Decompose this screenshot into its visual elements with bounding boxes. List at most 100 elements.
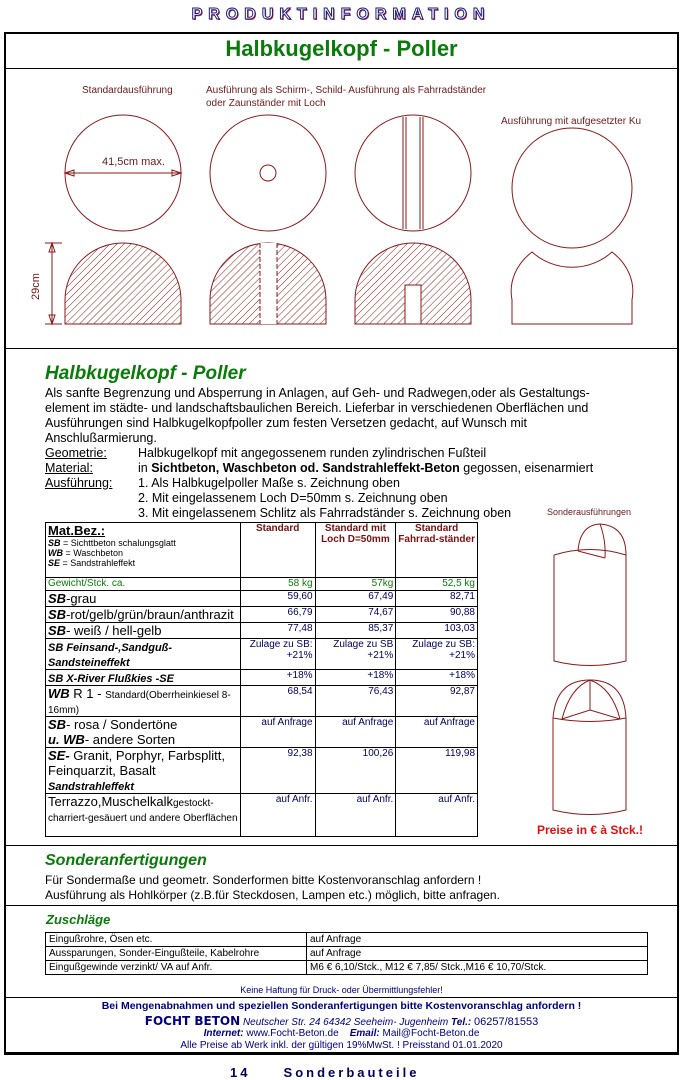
material-pre: in <box>138 461 152 475</box>
row-label: SB- rosa / Sondertöne u. WB- andere Sorte… <box>45 716 241 748</box>
address: Neutscher Str. 24 64342 Seeheim- Jugenhe… <box>242 1017 449 1028</box>
sonderanfertigungen-line: Für Sondermaße und geometr. Sonderformen… <box>45 873 482 887</box>
label-standard: Standardausführung <box>82 85 173 96</box>
disclaimer: Keine Haftung für Druck- oder Übermittlu… <box>240 985 443 995</box>
table-row: SB- rosa / Sondertöne u. WB- andere Sorte… <box>45 716 478 748</box>
price-cell: auf Anfrage <box>239 716 316 748</box>
email-label: Email: <box>349 1028 380 1039</box>
price-cell: 119,98 <box>395 747 478 794</box>
page-number: 14 <box>230 1065 251 1080</box>
legend-title: Mat.Bez.: <box>48 523 106 538</box>
page-kicker: PRODUKTINFORMATION <box>191 6 491 24</box>
row-label: SB Feinsand-,Sandguß-Sandsteineffekt <box>45 638 241 670</box>
row-label: Terrazzo,Muschelkalkgestockt-charriert-g… <box>45 793 241 837</box>
zuschlaege-table: Eingußrohre, Ösen etc. auf Anfrage Ausspa… <box>45 932 648 975</box>
tel-label: Tel.: <box>451 1017 472 1028</box>
ausfuehrung-item: 2. Mit eingelassenem Loch D=50mm s. Zeic… <box>138 491 448 505</box>
ausfuehrung-item: 3. Mit eingelassenem Schlitz als Fahrrad… <box>138 506 512 520</box>
material-post: gegossen, eisenarmiert <box>459 461 594 475</box>
hole <box>259 164 277 182</box>
cell: Aussparungen, Sonder-Eingußteile, Kabelr… <box>45 946 307 961</box>
sonderanfertigungen-title: Sonderanfertigungen <box>45 852 207 869</box>
legend-item: SE = Sandstrahleffekt <box>48 558 136 568</box>
technical-drawing <box>45 114 634 326</box>
legend-item: SB = Sichttbeton schalungsglatt <box>48 538 176 548</box>
page-frame <box>4 32 679 1055</box>
internet-label: Internet: <box>203 1028 244 1039</box>
price-cell: auf Anfr. <box>239 793 316 837</box>
table-row: Terrazzo,Muschelkalkgestockt-charriert-g… <box>45 793 478 837</box>
geometrie-label: Geometrie: <box>45 446 107 460</box>
weight-row: Gewicht/Stck. ca. 58 kg 57kg 52,5 kg <box>45 577 478 591</box>
price-cell: +18% <box>314 669 397 686</box>
top-view-slot <box>354 114 472 232</box>
website-link[interactable]: www.Focht-Beton.de <box>246 1028 339 1039</box>
price-cell: auf Anfr. <box>395 793 478 837</box>
dimension-diameter: 41,5cm max. <box>102 156 165 168</box>
divider <box>4 68 679 69</box>
price-validity: Alle Preise ab Werk inkl. der gültigen 1… <box>180 1040 503 1051</box>
price-cell: +18% <box>395 669 478 686</box>
dimension-height: 29cm <box>30 273 42 300</box>
price-cell: 90,88 <box>395 606 478 623</box>
section-title: Halbkugelkopf - Poller <box>45 363 246 384</box>
ausfuehrung-label: Ausführung: <box>45 476 113 490</box>
page-footer: 14 Sonderbauteile <box>230 1065 419 1080</box>
top-view-hole <box>209 114 327 232</box>
ball-top <box>511 127 633 249</box>
cell: auf Anfrage <box>306 946 648 961</box>
email-link[interactable]: Mail@Focht-Beton.de <box>382 1028 480 1039</box>
price-cell: Zulage zu SB +21% <box>314 638 397 670</box>
label-schirm-2: oder Zaunständer mit Loch <box>206 98 326 109</box>
price-cell: Zulage zu SB: +21% <box>395 638 478 670</box>
ausfuehrung-item: 1. Als Halbkugelpoller Maße s. Zeichnung… <box>138 476 400 490</box>
price-cell: +18% <box>239 669 316 686</box>
page-title: Halbkugelkopf - Poller <box>225 36 458 61</box>
contact-line: Internet: www.Focht-Beton.de Email: Mail… <box>4 1028 679 1039</box>
material-bold: Sichtbeton, Waschbeton od. Sandstrahleff… <box>151 461 460 475</box>
material-label: Material: <box>45 461 93 475</box>
price-cell: 68,54 <box>239 685 316 717</box>
zuschlaege-title: Zuschläge <box>46 912 111 927</box>
table-row: SB Feinsand-,Sandguß-Sandsteineffekt Zula… <box>45 638 478 670</box>
sonderanfertigungen-line: Ausführung als Hohlkörper (z.B.für Steck… <box>45 888 500 902</box>
price-cell: 76,43 <box>314 685 397 717</box>
row-label: SB-grau <box>45 590 241 607</box>
divider <box>4 905 679 906</box>
table-row: Eingußgewinde verzinkt/ VA auf Anfr. M6 €… <box>45 960 648 975</box>
table-row: SE- Granit, Porphyr, Farbsplitt, Feinqua… <box>45 747 478 794</box>
row-label: SB-rot/gelb/grün/braun/anthrazit <box>45 606 241 623</box>
label-kugel: Ausführung mit aufgesetzter Ku <box>501 116 642 127</box>
row-label: SB- weiß / hell-gelb <box>45 622 241 639</box>
company-name: FOCHT BETON <box>144 1014 241 1028</box>
row-label: SE- Granit, Porphyr, Farbsplitt, Feinqua… <box>45 747 241 794</box>
price-cell: 67,49 <box>314 590 397 607</box>
price-cell: 77,48 <box>239 622 316 639</box>
table-header: Mat.Bez.: SB = Sichttbeton schalungsglat… <box>45 522 478 578</box>
price-cell: 92,38 <box>239 747 316 794</box>
table-row: WB R 1 - Standard(Oberrheinkiesel 8-16mm… <box>45 685 478 717</box>
price-table: Mat.Bez.: SB = Sichttbeton schalungsglat… <box>45 522 478 837</box>
tel: 06257/81553 <box>474 1016 539 1028</box>
cell: auf Anfrage <box>306 932 648 947</box>
weight-value: 57kg <box>314 577 397 591</box>
section-slot <box>354 242 472 325</box>
row-label: WB R 1 - Standard(Oberrheinkiesel 8-16mm… <box>45 685 241 717</box>
price-cell: 103,03 <box>395 622 478 639</box>
intro-text: Als sanfte Begrenzung und Absperrung in … <box>45 386 590 445</box>
weight-value: 58 kg <box>239 577 316 591</box>
row-label: SB X-River Flußkies -SE <box>45 669 241 686</box>
divider <box>4 845 679 846</box>
price-cell: 92,87 <box>395 685 478 717</box>
section-standard <box>64 242 182 325</box>
table-row: SB-rot/gelb/grün/braun/anthrazit 66,79 74,… <box>45 606 478 623</box>
price-cell: auf Anfrage <box>314 716 397 748</box>
price-cell: 59,60 <box>239 590 316 607</box>
prices-note: Preise in € à Stck.! <box>537 823 644 837</box>
table-row: Eingußrohre, Ösen etc. auf Anfrage <box>45 932 648 947</box>
cell: Eingußrohre, Ösen etc. <box>45 932 307 947</box>
column-header: Standard Fahrrad-ständer <box>395 522 478 578</box>
table-row: Aussparungen, Sonder-Eingußteile, Kabelr… <box>45 946 648 961</box>
price-cell: 66,79 <box>239 606 316 623</box>
cell: M6 € 6,10/Stck., M12 € 7,85/ Stck.,M16 €… <box>306 960 648 975</box>
